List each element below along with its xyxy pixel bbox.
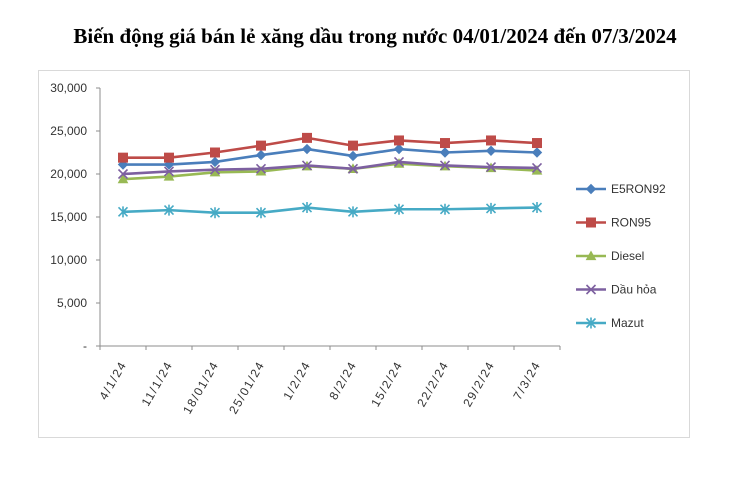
data-point-d-u-h-a xyxy=(531,162,543,174)
x-tick-label: 29/2/24 xyxy=(460,359,497,410)
y-tick-label: 20,000 xyxy=(50,167,87,181)
legend-label-d-u-h-a: Dầu hỏa xyxy=(611,283,657,297)
y-tick-label: 5,000 xyxy=(57,296,87,310)
chart-title: Biến động giá bán lẻ xăng dầu trong nước… xyxy=(73,24,677,48)
legend-label-ron95: RON95 xyxy=(611,216,651,230)
data-point-mazut xyxy=(393,203,405,215)
x-tick-label: 18/01/24 xyxy=(180,359,221,417)
x-tick-label: 15/2/24 xyxy=(368,359,405,410)
legend-label-mazut: Mazut xyxy=(611,316,644,330)
data-point-ron95 xyxy=(440,138,450,149)
y-tick-label: - xyxy=(83,339,87,353)
data-point-mazut xyxy=(209,207,221,219)
y-tick-label: 15,000 xyxy=(50,210,87,224)
legend-marker-ron95 xyxy=(586,217,596,228)
x-tick-label: 11/1/24 xyxy=(139,359,176,409)
data-point-d-u-h-a xyxy=(209,164,221,175)
data-point-mazut xyxy=(347,206,359,218)
data-point-ron95 xyxy=(394,135,404,146)
data-point-d-u-h-a xyxy=(163,166,175,177)
data-point-e5ron92 xyxy=(255,149,267,161)
series-line-e5ron92 xyxy=(123,147,538,166)
legend-marker-mazut xyxy=(585,317,597,329)
y-tick-label: 25,000 xyxy=(50,124,87,138)
data-point-d-u-h-a xyxy=(117,168,129,180)
series-line-mazut xyxy=(122,206,538,214)
data-point-d-u-h-a xyxy=(301,160,313,171)
data-point-ron95 xyxy=(302,132,312,143)
data-point-ron95 xyxy=(532,138,542,149)
data-point-mazut xyxy=(117,206,129,218)
data-point-d-u-h-a xyxy=(347,163,359,174)
data-point-ron95 xyxy=(210,147,220,158)
data-point-e5ron92 xyxy=(301,143,313,155)
data-point-e5ron92 xyxy=(393,143,405,155)
x-tick-label: 22/2/24 xyxy=(414,359,451,410)
series-line-d-u-h-a xyxy=(122,160,538,176)
data-point-ron95 xyxy=(486,135,496,146)
x-tick-label: 1/2/24 xyxy=(280,359,313,403)
data-point-d-u-h-a xyxy=(485,162,497,173)
x-tick-label: 7/3/24 xyxy=(510,359,543,403)
data-point-d-u-h-a xyxy=(439,160,451,171)
legend-label-diesel: Diesel xyxy=(611,249,644,263)
x-tick-label: 25/01/24 xyxy=(226,359,267,417)
chart-frame xyxy=(38,70,690,438)
data-point-d-u-h-a xyxy=(393,156,405,168)
data-point-d-u-h-a xyxy=(255,163,267,174)
data-point-ron95 xyxy=(164,152,174,163)
y-tick-label: 30,000 xyxy=(50,81,87,95)
data-point-mazut xyxy=(163,204,175,216)
data-point-ron95 xyxy=(118,152,128,163)
x-tick-label: 4/1/24 xyxy=(96,359,129,403)
x-tick-label: 8/2/24 xyxy=(326,359,359,403)
legend-marker-e5ron92 xyxy=(585,183,597,195)
data-point-ron95 xyxy=(256,140,266,151)
data-point-mazut xyxy=(255,207,267,219)
data-point-mazut xyxy=(301,202,313,214)
data-point-e5ron92 xyxy=(347,150,359,162)
legend-label-e5ron92: E5RON92 xyxy=(611,182,666,196)
data-point-mazut xyxy=(439,203,451,215)
series-line-ron95 xyxy=(123,136,538,159)
data-point-e5ron92 xyxy=(485,145,497,156)
data-point-mazut xyxy=(485,202,497,214)
data-point-ron95 xyxy=(348,140,358,151)
data-point-mazut xyxy=(531,202,543,214)
data-point-e5ron92 xyxy=(531,147,543,158)
data-point-diesel xyxy=(163,171,175,181)
legend-marker-d-u-h-a xyxy=(585,284,597,295)
legend-marker-diesel xyxy=(585,250,597,261)
data-point-diesel xyxy=(117,173,129,184)
data-point-e5ron92 xyxy=(439,147,451,158)
data-point-e5ron92 xyxy=(209,156,221,168)
y-tick-label: 10,000 xyxy=(50,253,87,267)
